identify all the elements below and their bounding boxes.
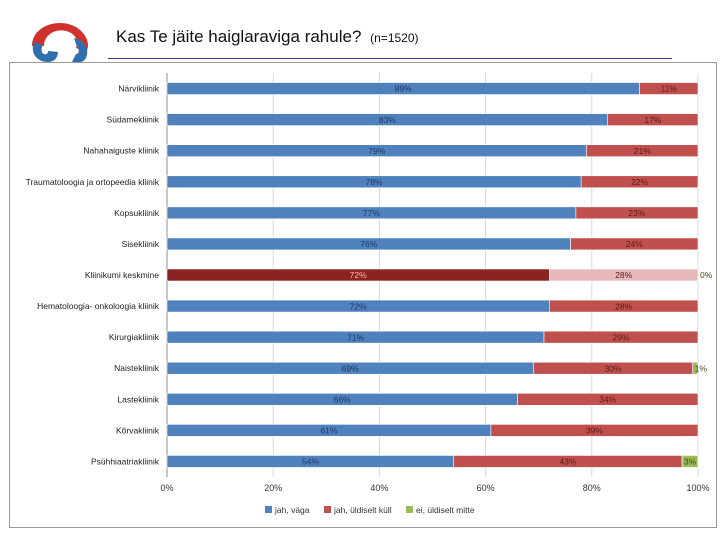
legend-label: jah, väga xyxy=(274,505,310,515)
category-label: Südamekliinik xyxy=(107,115,160,125)
data-label: 30% xyxy=(605,363,622,373)
data-label: 83% xyxy=(379,115,396,125)
logo-blue-right xyxy=(72,38,88,63)
category-label: Sisekliinik xyxy=(122,239,160,249)
bar-segment xyxy=(575,206,699,220)
data-label: 1% xyxy=(695,363,708,373)
bar-segment xyxy=(580,175,699,189)
category-label: Närvikliinik xyxy=(118,84,159,94)
sample-size-text: (n=1520) xyxy=(370,31,419,45)
data-label: 72% xyxy=(350,270,367,280)
bar-segment xyxy=(607,113,699,126)
data-label: 72% xyxy=(350,301,367,311)
data-label: 39% xyxy=(586,426,603,436)
bar-segment xyxy=(639,82,699,95)
legend-label: jah, üldiselt küll xyxy=(333,505,392,515)
data-label: 77% xyxy=(363,208,380,218)
data-label: 28% xyxy=(615,270,632,280)
category-label: Nahahaiguste kliinik xyxy=(83,146,159,156)
data-label: 3% xyxy=(684,457,697,467)
data-label: 43% xyxy=(559,457,576,467)
bar-segment xyxy=(549,268,699,282)
data-label: 78% xyxy=(366,177,383,187)
bar-segment xyxy=(570,237,699,251)
logo-blue-arc xyxy=(32,42,58,62)
category-label: Kõrvakliinik xyxy=(116,425,160,435)
category-label: Psühhiaatriakliinik xyxy=(91,456,160,466)
category-label: Hematoloogia- onkoloogia kliinik xyxy=(37,301,160,311)
x-tick-label: 60% xyxy=(477,483,495,493)
chart-frame: 0% 20% 40% 60% 80% 100% Närvikliinik 89% 11% Süda… xyxy=(9,62,717,528)
x-tick-label: 0% xyxy=(160,483,173,493)
x-tick-label: 40% xyxy=(370,483,388,493)
category-label: Kopsukliinik xyxy=(114,208,160,218)
x-tick-label: 20% xyxy=(264,483,282,493)
bar-segment xyxy=(490,424,699,437)
bar-segment xyxy=(517,393,699,406)
hospital-logo-icon xyxy=(32,23,88,63)
data-label: 21% xyxy=(634,146,651,156)
title-divider xyxy=(108,58,672,59)
data-label: 66% xyxy=(334,395,351,405)
data-label: 54% xyxy=(302,457,319,467)
category-label: Traumatoloogia ja ortopeedia kliinik xyxy=(26,177,160,187)
bar-segment xyxy=(692,361,699,375)
data-label: 28% xyxy=(615,301,632,311)
legend-swatch xyxy=(406,506,413,513)
logo-red-arc xyxy=(32,23,88,52)
legend-swatch xyxy=(265,506,272,513)
legend-label: ei, üldiselt mitte xyxy=(416,505,475,515)
category-label: Kliinikumi keskmine xyxy=(85,270,159,280)
data-label: 11% xyxy=(661,84,678,94)
data-label: 29% xyxy=(612,332,629,342)
x-tick-label: 100% xyxy=(686,483,709,493)
bar-segment xyxy=(549,299,699,313)
page-title: Kas Te jäite haiglaraviga rahule? (n=152… xyxy=(116,27,419,47)
legend-swatch xyxy=(324,506,331,513)
data-label: 23% xyxy=(628,208,645,218)
data-label: 22% xyxy=(631,177,648,187)
data-label: 71% xyxy=(347,332,364,342)
title-text: Kas Te jäite haiglaraviga rahule? xyxy=(116,27,362,46)
data-label: 79% xyxy=(368,146,385,156)
bar-segment xyxy=(681,455,699,468)
category-label: Naistekliinik xyxy=(114,363,160,373)
data-label: 0% xyxy=(700,270,713,280)
category-label: Kirurgiakliinik xyxy=(109,332,160,342)
data-label: 89% xyxy=(395,84,412,94)
category-label: Lastekliinik xyxy=(117,394,159,404)
stacked-bar-chart: 0% 20% 40% 60% 80% 100% Närvikliinik 89% 11% Süda… xyxy=(26,73,713,515)
x-tick-label: 80% xyxy=(583,483,601,493)
data-label: 24% xyxy=(626,239,643,249)
bar-segment xyxy=(586,144,699,157)
data-label: 34% xyxy=(599,395,616,405)
data-label: 17% xyxy=(644,115,661,125)
data-label: 76% xyxy=(360,239,377,249)
bar-segment xyxy=(543,330,699,344)
data-label: 61% xyxy=(320,426,337,436)
data-label: 69% xyxy=(342,363,359,373)
